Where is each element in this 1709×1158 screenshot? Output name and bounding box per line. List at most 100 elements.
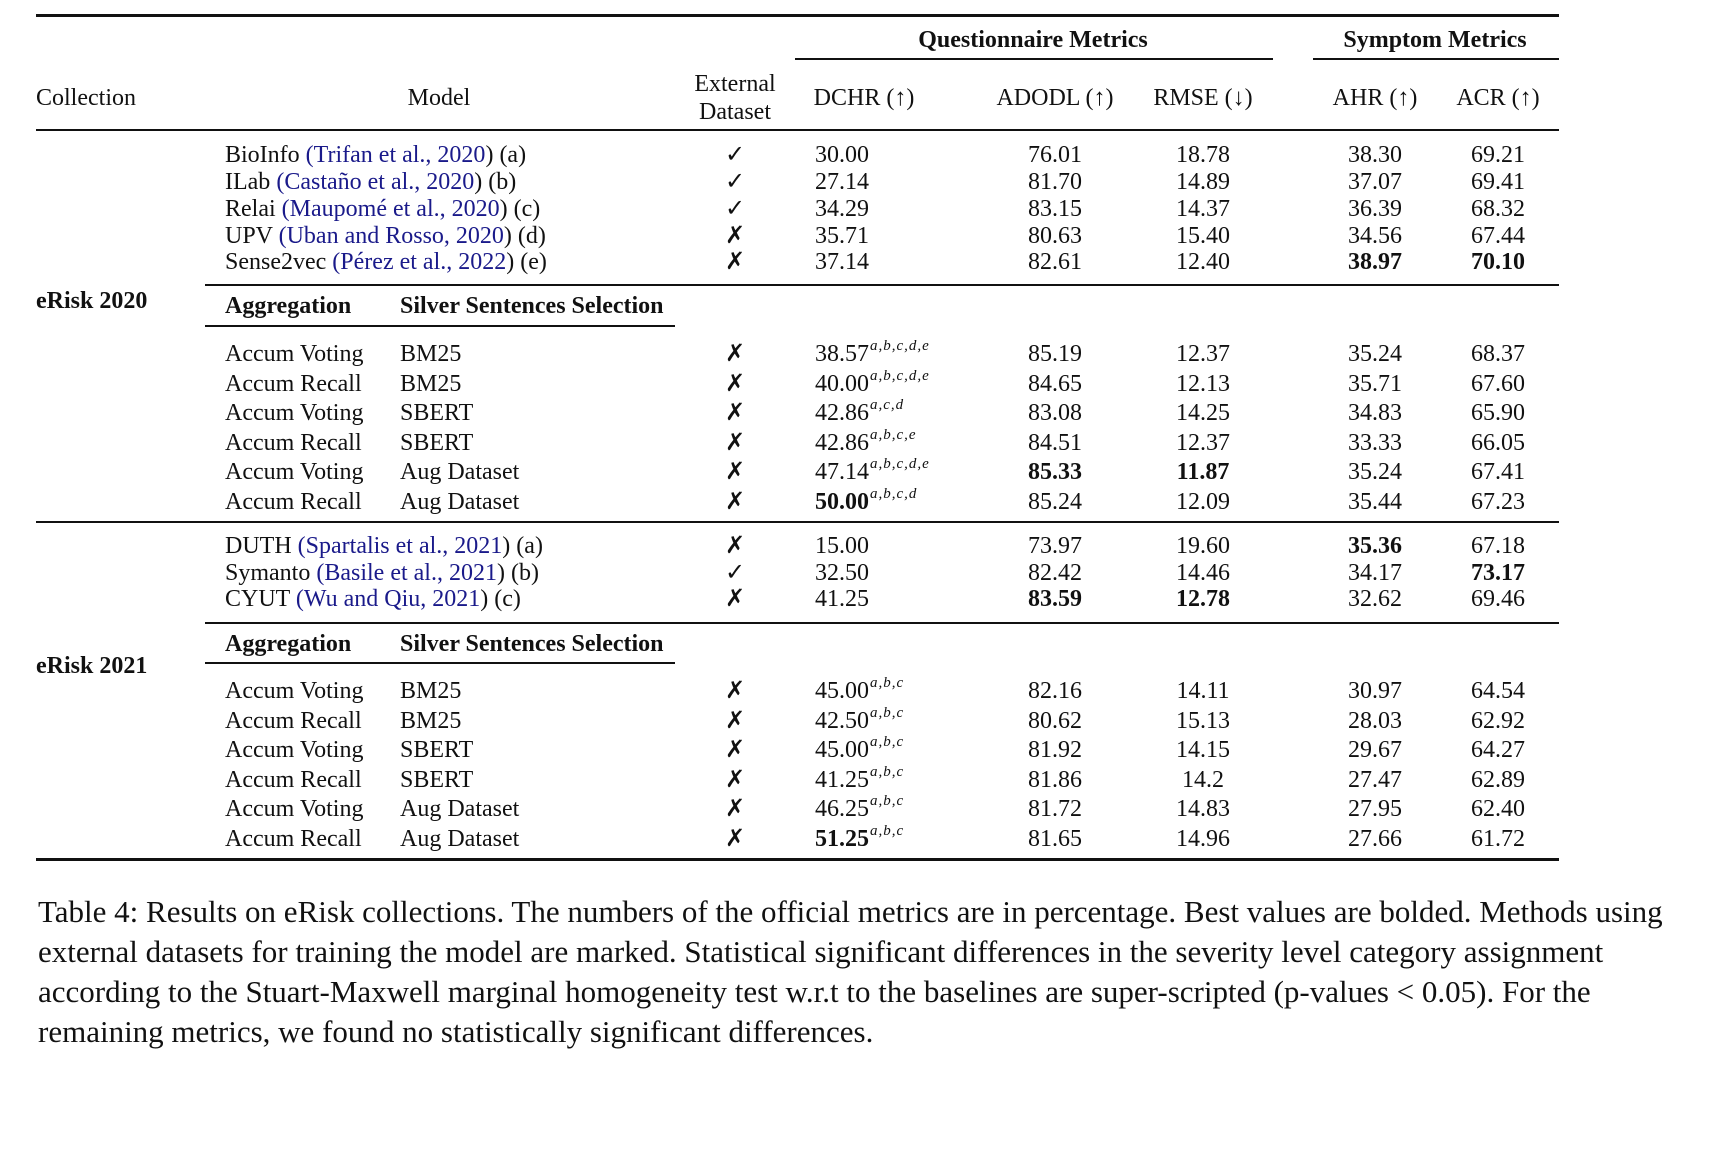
rmse-cell: 12.40: [1176, 249, 1230, 275]
dchr-cell: 41.25a,b,c: [815, 763, 905, 793]
acr-cell: 67.18: [1471, 533, 1525, 559]
ahr-cell: 38.97: [1348, 249, 1402, 275]
citation-link[interactable]: Uban and Rosso, 2020: [286, 223, 504, 249]
dchr-cell: 45.00a,b,c: [815, 675, 905, 704]
rmse-header: RMSE (↓): [1153, 85, 1253, 111]
baseline-tag: (c): [494, 586, 521, 612]
aggregation-header: Aggregation: [225, 293, 352, 319]
ahr-cell: 34.83: [1348, 400, 1402, 426]
aggregation-cell: Accum Voting: [225, 796, 364, 823]
aggregation-cell: Accum Recall: [225, 826, 362, 852]
adodl-cell: 73.97: [1028, 533, 1082, 559]
dchr-cell: 35.71: [815, 223, 869, 249]
citation-link[interactable]: Maupomé et al., 2020: [289, 196, 500, 222]
dchr-cell: 32.50: [815, 560, 869, 586]
ahr-cell: 29.67: [1348, 737, 1402, 764]
acr-cell: 62.40: [1471, 796, 1525, 823]
aggregation-cell: Accum Recall: [225, 766, 362, 793]
citation-link[interactable]: Basile et al., 2021: [324, 560, 497, 586]
acr-cell: 68.37: [1471, 341, 1525, 367]
header-rule: [36, 129, 1559, 131]
adodl-cell: 84.65: [1028, 370, 1082, 397]
subheader-top-rule: [205, 622, 1559, 624]
ahr-cell: 35.24: [1348, 341, 1402, 367]
external-header-line2: Dataset: [699, 99, 771, 125]
model-name: Sense2vec: [225, 249, 327, 275]
external-dataset-mark: ✗: [724, 459, 746, 485]
acr-cell: 67.23: [1471, 488, 1525, 515]
acr-cell: 69.46: [1471, 586, 1525, 612]
model-name: ILab: [225, 169, 271, 195]
ahr-header: AHR (↑): [1332, 85, 1418, 111]
dchr-cell: 37.14: [815, 249, 869, 275]
model-name: CYUT: [225, 586, 290, 612]
external-dataset-mark: ✗: [724, 796, 746, 823]
external-dataset-mark: ✓: [724, 560, 746, 586]
citation-link[interactable]: Trifan et al., 2020: [313, 142, 486, 168]
rmse-cell: 14.96: [1176, 826, 1230, 852]
significance-superscript: a,b,c,d: [870, 485, 918, 502]
rmse-cell: 12.37: [1176, 341, 1230, 367]
external-dataset-mark: ✗: [724, 678, 746, 704]
adodl-cell: 81.72: [1028, 796, 1082, 823]
rmse-cell: 11.87: [1176, 459, 1230, 485]
adodl-header: ADODL (↑): [996, 85, 1114, 111]
symptom-metrics-header: Symptom Metrics: [1343, 27, 1527, 53]
external-dataset-mark: ✗: [724, 223, 746, 249]
external-dataset-mark: ✗: [724, 370, 746, 397]
aggregation-cell: Accum Recall: [225, 370, 362, 397]
external-dataset-mark: ✗: [724, 429, 746, 456]
baseline-tag: (e): [520, 249, 547, 275]
ahr-cell: 27.47: [1348, 766, 1402, 793]
dchr-cell: 15.00: [815, 533, 869, 559]
acr-cell: 70.10: [1471, 249, 1525, 275]
dchr-cell: 41.25: [815, 586, 869, 612]
selection-cell: BM25: [400, 707, 462, 734]
ahr-cell: 34.56: [1348, 223, 1402, 249]
significance-superscript: a,b,c,d,e: [870, 456, 930, 472]
adodl-cell: 85.19: [1028, 341, 1082, 367]
section-rule: [36, 521, 1559, 523]
ahr-cell: 36.39: [1348, 196, 1402, 222]
rmse-cell: 18.78: [1176, 142, 1230, 168]
citation-link[interactable]: Pérez et al., 2022: [340, 249, 507, 275]
collection-label: eRisk 2021: [36, 653, 148, 679]
top-rule: [36, 14, 1559, 17]
selection-cell: BM25: [400, 341, 462, 367]
aggregation-cell: Accum Voting: [225, 459, 364, 485]
baseline-model: ILab (Castaño et al., 2020) (b): [225, 169, 517, 195]
ahr-cell: 34.17: [1348, 560, 1402, 586]
collection-header: Collection: [36, 85, 136, 111]
table-caption: Table 4: Results on eRisk collections. T…: [38, 894, 1663, 1049]
adodl-cell: 84.51: [1028, 429, 1082, 456]
baseline-tag: (d): [517, 223, 546, 249]
ahr-cell: 35.71: [1348, 370, 1402, 397]
adodl-cell: 85.33: [1028, 459, 1082, 485]
rmse-cell: 15.40: [1176, 223, 1230, 249]
citation-link[interactable]: Wu and Qiu, 2021: [303, 586, 481, 612]
model-name: BioInfo: [225, 142, 300, 168]
model-name: DUTH: [225, 533, 292, 559]
adodl-cell: 82.16: [1028, 678, 1082, 704]
baseline-tag: (b): [510, 560, 539, 586]
citation-link[interactable]: Spartalis et al., 2021: [305, 533, 503, 559]
adodl-cell: 81.70: [1028, 169, 1082, 195]
acr-cell: 62.92: [1471, 707, 1525, 734]
dchr-cell: 51.25a,b,c: [815, 823, 905, 852]
citation-link[interactable]: Castaño et al., 2020: [284, 169, 475, 195]
acr-cell: 67.60: [1471, 370, 1525, 397]
aggregation-cell: Accum Voting: [225, 678, 364, 704]
dchr-cell: 42.50a,b,c: [815, 704, 905, 734]
dchr-cell: 40.00a,b,c,d,e: [815, 367, 930, 397]
baseline-model: DUTH (Spartalis et al., 2021) (a): [225, 533, 543, 559]
adodl-cell: 83.15: [1028, 196, 1082, 222]
dchr-cell: 30.00: [815, 142, 869, 168]
adodl-cell: 81.86: [1028, 766, 1082, 793]
dchr-cell: 42.86a,c,d: [815, 397, 905, 426]
significance-superscript: a,b,c: [870, 734, 905, 751]
external-dataset-mark: ✗: [724, 488, 746, 515]
aggregation-cell: Accum Recall: [225, 429, 362, 456]
adodl-cell: 76.01: [1028, 142, 1082, 168]
aggregation-cell: Accum Voting: [225, 341, 364, 367]
adodl-cell: 83.08: [1028, 400, 1082, 426]
